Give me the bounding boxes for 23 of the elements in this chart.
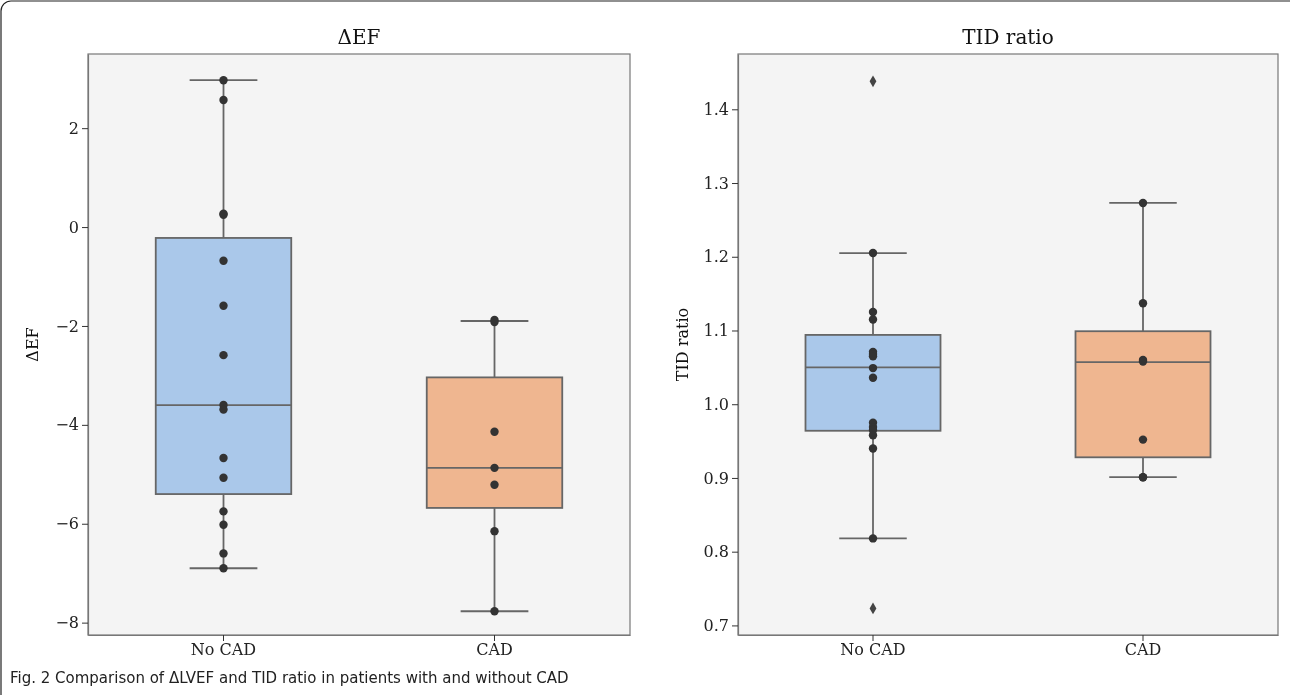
x-tick-label: No CAD <box>840 640 906 660</box>
y-tick-label: 1.2 <box>703 247 729 267</box>
x-tick-label: CAD <box>476 640 513 660</box>
y-tick-label: −4 <box>55 415 79 435</box>
y-tick-label: 0.9 <box>703 468 729 488</box>
y-tick-label: −8 <box>55 613 79 633</box>
y-tick-label: −6 <box>55 514 79 534</box>
y-tick-label: 1.1 <box>703 321 729 341</box>
chart-title: TID ratio <box>962 25 1054 49</box>
x-tick-label: CAD <box>1124 640 1162 660</box>
y-tick-label: −2 <box>55 316 79 336</box>
x-tick-label: No CAD <box>190 640 257 660</box>
y-tick-label: 1.4 <box>703 99 729 119</box>
y-tick-label: 1.0 <box>703 394 729 414</box>
y-tick-label: 0.8 <box>703 542 729 562</box>
y-tick-label: 0 <box>68 217 79 237</box>
y-tick-label: 2 <box>68 118 79 138</box>
y-axis-title: TID ratio <box>673 307 692 382</box>
y-tick-label: 0.7 <box>703 616 729 636</box>
y-tick-label: 1.3 <box>703 173 729 193</box>
y-axis-title: ΔEF <box>23 327 42 362</box>
caption: Fig. 2 Comparison of ΔLVEF and TID ratio in patients with and without CAD <box>10 669 569 687</box>
chart-title: ΔEF <box>337 25 381 49</box>
